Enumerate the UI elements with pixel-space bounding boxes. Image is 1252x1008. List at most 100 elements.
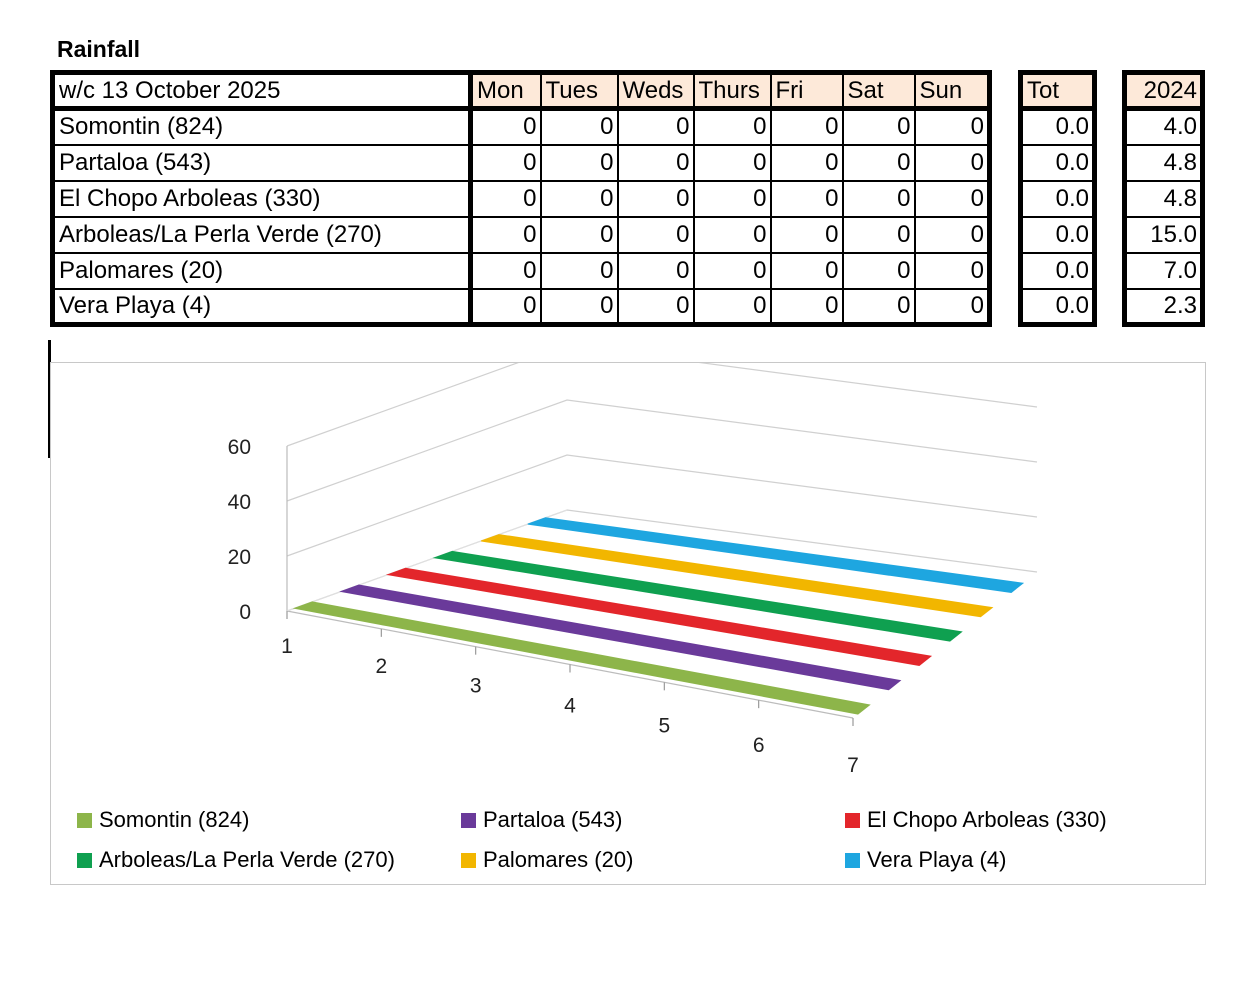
prev-year-value: 7.0 — [1123, 251, 1204, 290]
y-tick-label: 0 — [239, 601, 251, 624]
total-value: 0.0 — [1019, 215, 1096, 254]
prev-year-row: 2.3 — [1123, 287, 1204, 326]
table-left-border — [48, 340, 51, 458]
day-value: 0 — [769, 215, 844, 254]
day-header-mon: Mon — [469, 71, 542, 111]
day-value: 0 — [616, 251, 695, 290]
x-tick-label: 1 — [281, 635, 293, 658]
table-row: Vera Playa (4) 0 0 0 0 0 0 0 — [51, 287, 991, 326]
station-name: Arboleas/La Perla Verde (270) — [51, 215, 473, 254]
day-header-fri: Fri — [769, 71, 844, 111]
station-name: Partaloa (543) — [51, 143, 473, 182]
total-row: 0.0 — [1019, 251, 1096, 290]
day-value: 0 — [469, 179, 542, 218]
day-value: 0 — [616, 143, 695, 182]
legend-item: Somontin (824) — [77, 807, 249, 833]
series-ribbon — [292, 601, 871, 715]
day-value: 0 — [539, 287, 619, 326]
x-tick-label: 5 — [658, 714, 670, 737]
series-ribbon — [432, 550, 963, 642]
x-tick-label: 7 — [847, 754, 859, 777]
gridline — [286, 363, 1038, 447]
day-value: 0 — [692, 179, 772, 218]
y-tick-label: 40 — [228, 491, 251, 514]
day-header-thurs: Thurs — [692, 71, 772, 111]
day-value: 0 — [469, 107, 542, 146]
total-header: Tot — [1019, 71, 1096, 111]
day-value: 0 — [616, 215, 695, 254]
day-value: 0 — [841, 179, 916, 218]
prev-year-header-row: 2024 — [1123, 71, 1204, 111]
total-row: 0.0 — [1019, 287, 1096, 326]
prev-year-value: 15.0 — [1123, 215, 1204, 254]
prev-year-value: 4.8 — [1123, 143, 1204, 182]
station-name: El Chopo Arboleas (330) — [51, 179, 473, 218]
day-value: 0 — [469, 287, 542, 326]
total-header-row: Tot — [1019, 71, 1096, 111]
day-value: 0 — [539, 143, 619, 182]
day-value: 0 — [692, 107, 772, 146]
legend-swatch — [845, 812, 860, 828]
day-value: 0 — [769, 179, 844, 218]
legend-swatch — [461, 852, 476, 868]
station-name: Palomares (20) — [51, 251, 473, 290]
total-value: 0.0 — [1019, 107, 1096, 146]
day-value: 0 — [616, 179, 695, 218]
day-value: 0 — [841, 143, 916, 182]
table-row: Partaloa (543) 0 0 0 0 0 0 0 — [51, 143, 991, 182]
legend-item: El Chopo Arboleas (330) — [845, 807, 1107, 833]
x-tick-label: 6 — [753, 734, 765, 757]
day-value: 0 — [913, 179, 991, 218]
prev-year-header: 2024 — [1123, 71, 1204, 111]
day-value: 0 — [769, 251, 844, 290]
day-header-sat: Sat — [841, 71, 916, 111]
day-value: 0 — [539, 215, 619, 254]
table-row: Arboleas/La Perla Verde (270) 0 0 0 0 0 0 0 — [51, 215, 991, 254]
week-label: w/c 13 October 2025 — [51, 71, 473, 111]
legend-swatch — [845, 852, 860, 868]
series-ribbon — [480, 534, 994, 618]
total-value: 0.0 — [1019, 143, 1096, 182]
total-value: 0.0 — [1019, 179, 1096, 218]
prev-year-row: 4.0 — [1123, 107, 1204, 146]
day-value: 0 — [539, 107, 619, 146]
legend-label: El Chopo Arboleas (330) — [867, 807, 1107, 832]
total-row: 0.0 — [1019, 179, 1096, 218]
page-title: Rainfall — [57, 36, 141, 62]
prev-year-row: 15.0 — [1123, 215, 1204, 254]
legend-label: Palomares (20) — [483, 847, 634, 872]
day-value: 0 — [616, 107, 695, 146]
total-value: 0.0 — [1019, 287, 1096, 326]
legend-label: Somontin (824) — [99, 807, 250, 832]
legend-label: Arboleas/La Perla Verde (270) — [99, 847, 395, 872]
day-value: 0 — [539, 179, 619, 218]
station-name: Vera Playa (4) — [51, 287, 473, 326]
rainfall-table: w/c 13 October 2025 Mon Tues Weds Thurs … — [50, 70, 992, 327]
day-value: 0 — [469, 251, 542, 290]
day-value: 0 — [692, 215, 772, 254]
day-value: 0 — [692, 287, 772, 326]
x-tick-label: 3 — [470, 675, 482, 698]
prev-year-row: 4.8 — [1123, 179, 1204, 218]
legend-label: Vera Playa (4) — [867, 847, 1007, 872]
legend-item: Partaloa (543) — [461, 807, 622, 833]
day-value: 0 — [913, 251, 991, 290]
y-tick-label: 20 — [228, 546, 251, 569]
table-row: Somontin (824) 0 0 0 0 0 0 0 — [51, 107, 991, 146]
day-value: 0 — [913, 215, 991, 254]
day-header-weds: Weds — [616, 71, 695, 111]
chart-plot: 0 20 40 60 1 2 3 4 5 6 7 — [228, 363, 1038, 777]
day-value: 0 — [469, 215, 542, 254]
legend-item: Vera Playa (4) — [845, 847, 1006, 873]
day-value: 0 — [469, 143, 542, 182]
day-value: 0 — [692, 251, 772, 290]
day-value: 0 — [539, 251, 619, 290]
legend-swatch — [461, 812, 476, 828]
day-value: 0 — [769, 143, 844, 182]
x-tick-label: 4 — [564, 695, 576, 718]
station-name: Somontin (824) — [51, 107, 473, 146]
total-row: 0.0 — [1019, 107, 1096, 146]
prev-year-row: 4.8 — [1123, 143, 1204, 182]
x-tick-label: 2 — [375, 655, 387, 678]
day-value: 0 — [913, 143, 991, 182]
